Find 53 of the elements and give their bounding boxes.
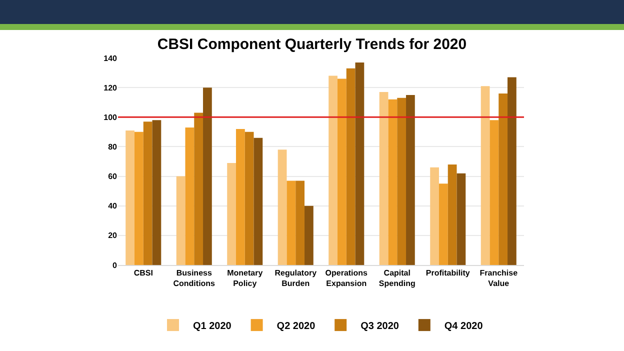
legend-label: Q1 2020 (193, 320, 232, 332)
chart-title: CBSI Component Quarterly Trends for 2020 (157, 36, 467, 54)
bar (337, 78, 346, 265)
x-tick-label: Franchise Value (480, 268, 518, 288)
bar (406, 94, 415, 265)
bar (203, 88, 212, 265)
bar (278, 150, 287, 265)
x-tick-label: Profitability (426, 268, 470, 278)
x-tick-label: Monetary Policy (227, 268, 264, 288)
bar (254, 138, 263, 265)
bar (304, 206, 314, 265)
bar (244, 132, 254, 265)
y-tick-label: 100 (104, 112, 118, 122)
bar (480, 86, 490, 265)
y-tick-label: 60 (108, 172, 118, 182)
y-tick-label: 0 (112, 260, 118, 270)
bar (286, 180, 296, 265)
bar (236, 128, 245, 265)
bar (498, 93, 508, 265)
y-tick-label: 20 (108, 231, 118, 240)
bar (176, 176, 186, 265)
bar (143, 122, 152, 265)
legend-label: Q4 2020 (444, 320, 484, 332)
y-tick-label: 120 (104, 83, 118, 92)
bar (328, 76, 338, 265)
bar (448, 164, 457, 265)
bar (397, 98, 406, 265)
y-tick-label: 140 (104, 54, 118, 63)
bar (227, 162, 236, 265)
bar (490, 120, 499, 265)
bar (456, 173, 466, 265)
bar (296, 180, 305, 265)
y-tick-label: 40 (108, 202, 118, 211)
legend-label: Q3 2020 (360, 320, 400, 332)
bar (379, 92, 388, 265)
x-tick-label: Business Conditions (173, 268, 216, 288)
bar (185, 127, 194, 265)
x-tick-label: Capital Spending (378, 268, 416, 288)
bar (134, 132, 144, 265)
x-tick-label: Regulatory Burden (274, 268, 318, 288)
bar (152, 120, 162, 265)
bar (194, 112, 204, 265)
bar (346, 68, 356, 265)
y-tick-label: 80 (108, 142, 118, 152)
x-tick-label: Operations Expansion (325, 268, 368, 288)
bar (388, 99, 398, 265)
x-tick-label: CBSI (134, 268, 153, 278)
bar (355, 62, 364, 265)
bar (430, 167, 439, 265)
bar (508, 77, 516, 265)
bar (126, 130, 134, 265)
legend-label: Q2 2020 (276, 320, 316, 332)
bar (438, 184, 448, 265)
